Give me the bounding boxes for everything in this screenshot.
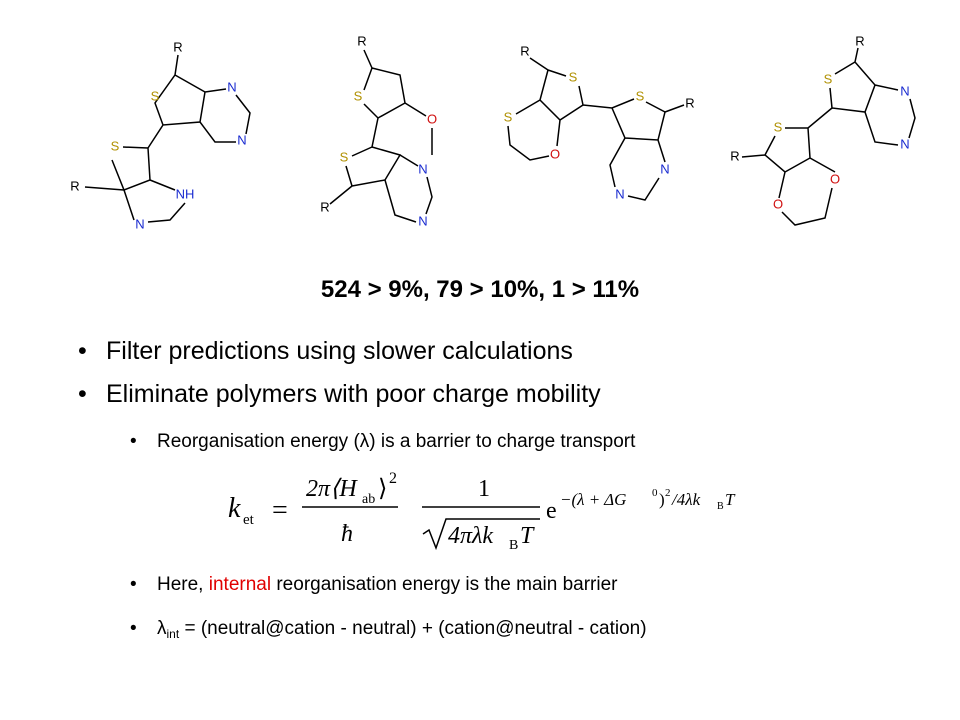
atom: N	[237, 132, 246, 147]
atom: R	[730, 148, 739, 163]
molecule-1: R S N N S R NH N	[70, 39, 251, 231]
bullet-dot: •	[130, 431, 137, 452]
heading: 524 > 9%, 79 > 10%, 1 > 11%	[321, 276, 639, 303]
text: = (neutral@cation - neutral) + (cation@n…	[179, 618, 646, 639]
eq-part: ħ	[341, 521, 353, 547]
eq-part: /4λk	[671, 490, 701, 509]
eq-part: et	[243, 512, 255, 528]
equation: k et = 2π⟨H ab ⟩ 2 ħ 1 4πλk B T e −(λ + …	[228, 470, 736, 553]
bullet-dot: •	[78, 337, 87, 365]
atom: R	[320, 199, 329, 214]
eq-part: =	[272, 495, 288, 526]
atom: R	[685, 95, 694, 110]
bullet-dot: •	[78, 380, 87, 408]
eq-part: )	[659, 490, 665, 509]
atom: S	[354, 88, 363, 103]
atom: O	[550, 146, 560, 161]
atom: N	[418, 161, 427, 176]
eq-part: 2	[665, 487, 671, 499]
atom: R	[173, 39, 182, 54]
sub-bullet: Reorganisation energy (λ) is a barrier t…	[157, 431, 636, 452]
eq-part: 4πλk	[448, 523, 493, 549]
highlight: internal	[209, 574, 271, 595]
atom: S	[504, 109, 513, 124]
eq-part: B	[717, 501, 724, 512]
bullet: Filter predictions using slower calculat…	[106, 337, 573, 365]
atom: R	[855, 33, 864, 48]
sqrt-sign	[422, 518, 540, 551]
eq-part: ab	[362, 492, 375, 507]
bond	[329, 49, 433, 223]
sub-bullet: Here, internal reorganisation energy is …	[157, 574, 618, 595]
eq-part: 1	[478, 476, 490, 502]
atom: R	[357, 33, 366, 48]
bullet: Eliminate polymers with poor charge mobi…	[106, 380, 601, 408]
atom: S	[824, 71, 833, 86]
atom: S	[151, 88, 160, 103]
eq-part: ⟩	[378, 476, 387, 502]
eq-part: B	[509, 538, 518, 553]
molecule-3: R S S R S O N N	[504, 43, 695, 201]
eq-part: 0	[652, 487, 658, 499]
atom: S	[340, 149, 349, 164]
eq-part: −(λ + ΔG	[560, 490, 626, 509]
eq-part: 2π⟨H	[306, 476, 358, 502]
atom: N	[418, 213, 427, 228]
atom: N	[900, 83, 909, 98]
text: λ	[157, 618, 167, 639]
atom: N	[660, 161, 669, 176]
atom: NH	[176, 186, 195, 201]
atom: N	[615, 186, 624, 201]
atom: S	[569, 69, 578, 84]
molecule-4: R S N S N R O O	[730, 33, 916, 226]
eq-part: e	[546, 498, 557, 524]
bullet-dot: •	[130, 574, 137, 595]
atom: S	[111, 138, 120, 153]
atom: N	[227, 79, 236, 94]
eq-part: 2	[389, 470, 397, 487]
atom: N	[900, 136, 909, 151]
atom: O	[773, 196, 783, 211]
atom: N	[135, 216, 144, 231]
atom: S	[774, 119, 783, 134]
molecule-2: R S O S N R N	[320, 33, 437, 228]
subscript: int	[167, 627, 180, 641]
atom: R	[520, 43, 529, 58]
eq-part: T	[520, 523, 535, 549]
atom: O	[427, 111, 437, 126]
text: reorganisation energy is the main barrie…	[271, 574, 618, 595]
bond	[84, 54, 251, 223]
atom: R	[70, 178, 79, 193]
bond	[741, 47, 916, 226]
text: Here,	[157, 574, 209, 595]
bullet-dot: •	[130, 618, 137, 639]
eq-part: T	[725, 490, 736, 509]
atom: O	[830, 171, 840, 186]
eq-part: k	[228, 493, 241, 524]
atom: S	[636, 88, 645, 103]
sub-bullet: λint = (neutral@cation - neutral) + (cat…	[157, 618, 647, 641]
bond	[507, 57, 685, 201]
